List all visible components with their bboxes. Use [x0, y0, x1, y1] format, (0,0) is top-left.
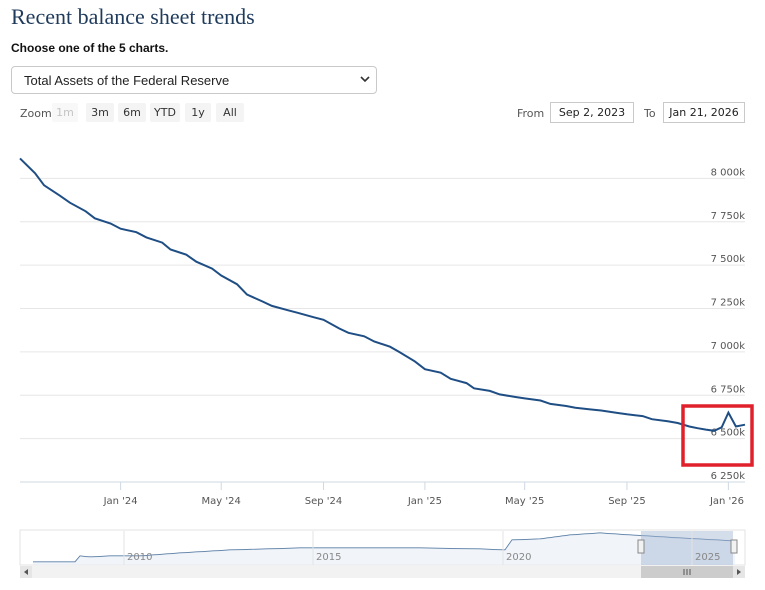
- zoom-ytd-button[interactable]: YTD: [150, 103, 180, 122]
- navigator-right-handle: [730, 539, 738, 554]
- zoom-1y-button[interactable]: 1y: [185, 103, 211, 122]
- y-tick-label: 7 500k: [711, 254, 746, 265]
- navigator-year-2025: 2025: [695, 552, 720, 563]
- navigator-year-2015: 2015: [316, 552, 341, 563]
- navigator-scrollbar[interactable]: [20, 566, 745, 578]
- scroll-right-icon: [737, 569, 741, 575]
- navigator-left-handle: [637, 539, 645, 554]
- navigator-year-2020: 2020: [506, 552, 531, 563]
- highlight-box: [681, 404, 754, 467]
- y-tick-label: 7 000k: [711, 341, 746, 352]
- to-date-input[interactable]: Jan 21, 2026: [663, 102, 745, 123]
- x-tick-label: May '25: [505, 496, 544, 507]
- y-tick-label: 8 000k: [711, 167, 746, 178]
- x-axis-ticks: Jan '24 May '24 Sep '24 Jan '25 May '25 Sep '…: [20, 481, 745, 507]
- zoom-1m-button[interactable]: 1m: [52, 103, 78, 122]
- scroll-left-icon: [24, 569, 28, 575]
- to-label: To: [644, 107, 656, 120]
- y-tick-label: 7 750k: [711, 211, 746, 222]
- y-tick-label: 6 500k: [711, 428, 746, 439]
- scrollbar-grip-icon: [683, 569, 691, 575]
- chevron-down-icon: [360, 76, 370, 83]
- page-title: Recent balance sheet trends: [11, 4, 255, 29]
- chart-gridlines: [20, 177, 745, 483]
- zoom-all-button[interactable]: All: [216, 103, 244, 122]
- x-tick-label: Sep '24: [305, 496, 343, 507]
- zoom-6m-button[interactable]: 6m: [118, 103, 146, 122]
- x-tick-label: Jan '25: [407, 496, 442, 507]
- series-line: [19, 157, 746, 432]
- x-tick-label: Jan '26: [709, 496, 744, 507]
- navigator-selected-range: [641, 531, 733, 565]
- zoom-3m-button[interactable]: 3m: [86, 103, 114, 122]
- zoom-label: Zoom: [20, 107, 52, 120]
- y-tick-label: 7 250k: [711, 298, 746, 309]
- chart-chooser-label: Choose one of the 5 charts.: [11, 41, 169, 55]
- y-tick-label: 6 750k: [711, 384, 746, 395]
- y-axis-ticks: 6 250k 6 500k 6 750k 7 000k 7 250k 7 500k 7 75…: [711, 167, 746, 482]
- chart-select[interactable]: Total Assets of the Federal Reserve: [11, 66, 377, 94]
- range-navigator[interactable]: 2010 2015 2020 2025: [19, 529, 746, 566]
- from-date-input[interactable]: Sep 2, 2023: [550, 102, 634, 123]
- from-label: From: [517, 107, 545, 120]
- chart-select-value: Total Assets of the Federal Reserve: [24, 73, 230, 88]
- navigator-year-2010: 2010: [127, 552, 152, 563]
- x-tick-label: Jan '24: [103, 496, 138, 507]
- y-tick-label: 6 250k: [711, 471, 746, 482]
- x-tick-label: May '24: [202, 496, 241, 507]
- x-tick-label: Sep '25: [608, 496, 646, 507]
